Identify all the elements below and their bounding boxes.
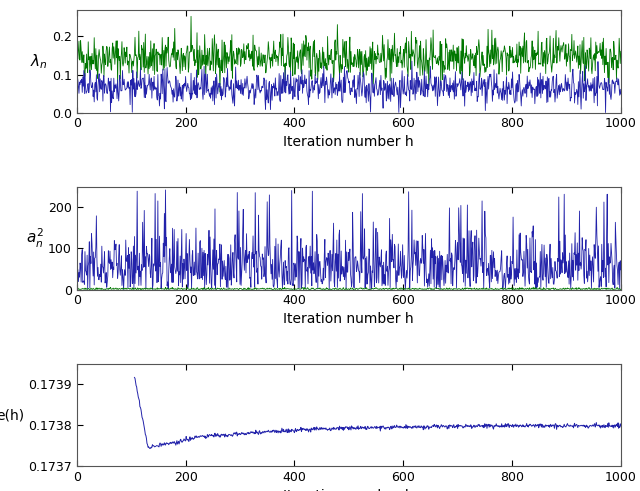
X-axis label: Iteration number h: Iteration number h xyxy=(284,312,414,327)
Y-axis label: e(h): e(h) xyxy=(0,408,24,422)
Y-axis label: $\lambda_n$: $\lambda_n$ xyxy=(30,52,48,71)
Y-axis label: $a_n^2$: $a_n^2$ xyxy=(26,226,44,250)
X-axis label: Iteration number h: Iteration number h xyxy=(284,136,414,149)
X-axis label: Iteration number h: Iteration number h xyxy=(284,489,414,491)
